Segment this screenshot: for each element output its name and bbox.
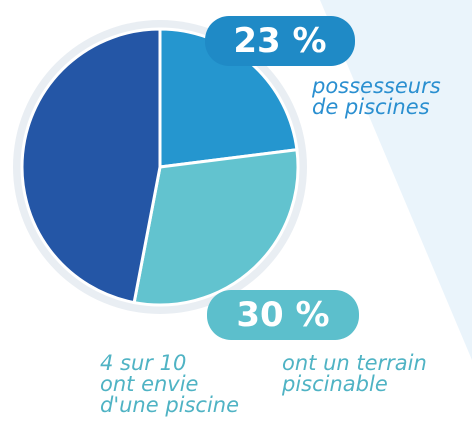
light-beam — [320, 0, 472, 360]
value-badge: 30 % — [207, 290, 359, 340]
pie-slice — [132, 148, 300, 307]
value-badge: 23 % — [205, 16, 355, 66]
annotation: 4 sur 10 ont envie d'une piscine — [100, 351, 240, 417]
pie-slice — [20, 27, 162, 305]
category-label: possesseurs de piscines — [312, 74, 441, 119]
category-label: ont un terrain piscinable — [282, 351, 427, 396]
